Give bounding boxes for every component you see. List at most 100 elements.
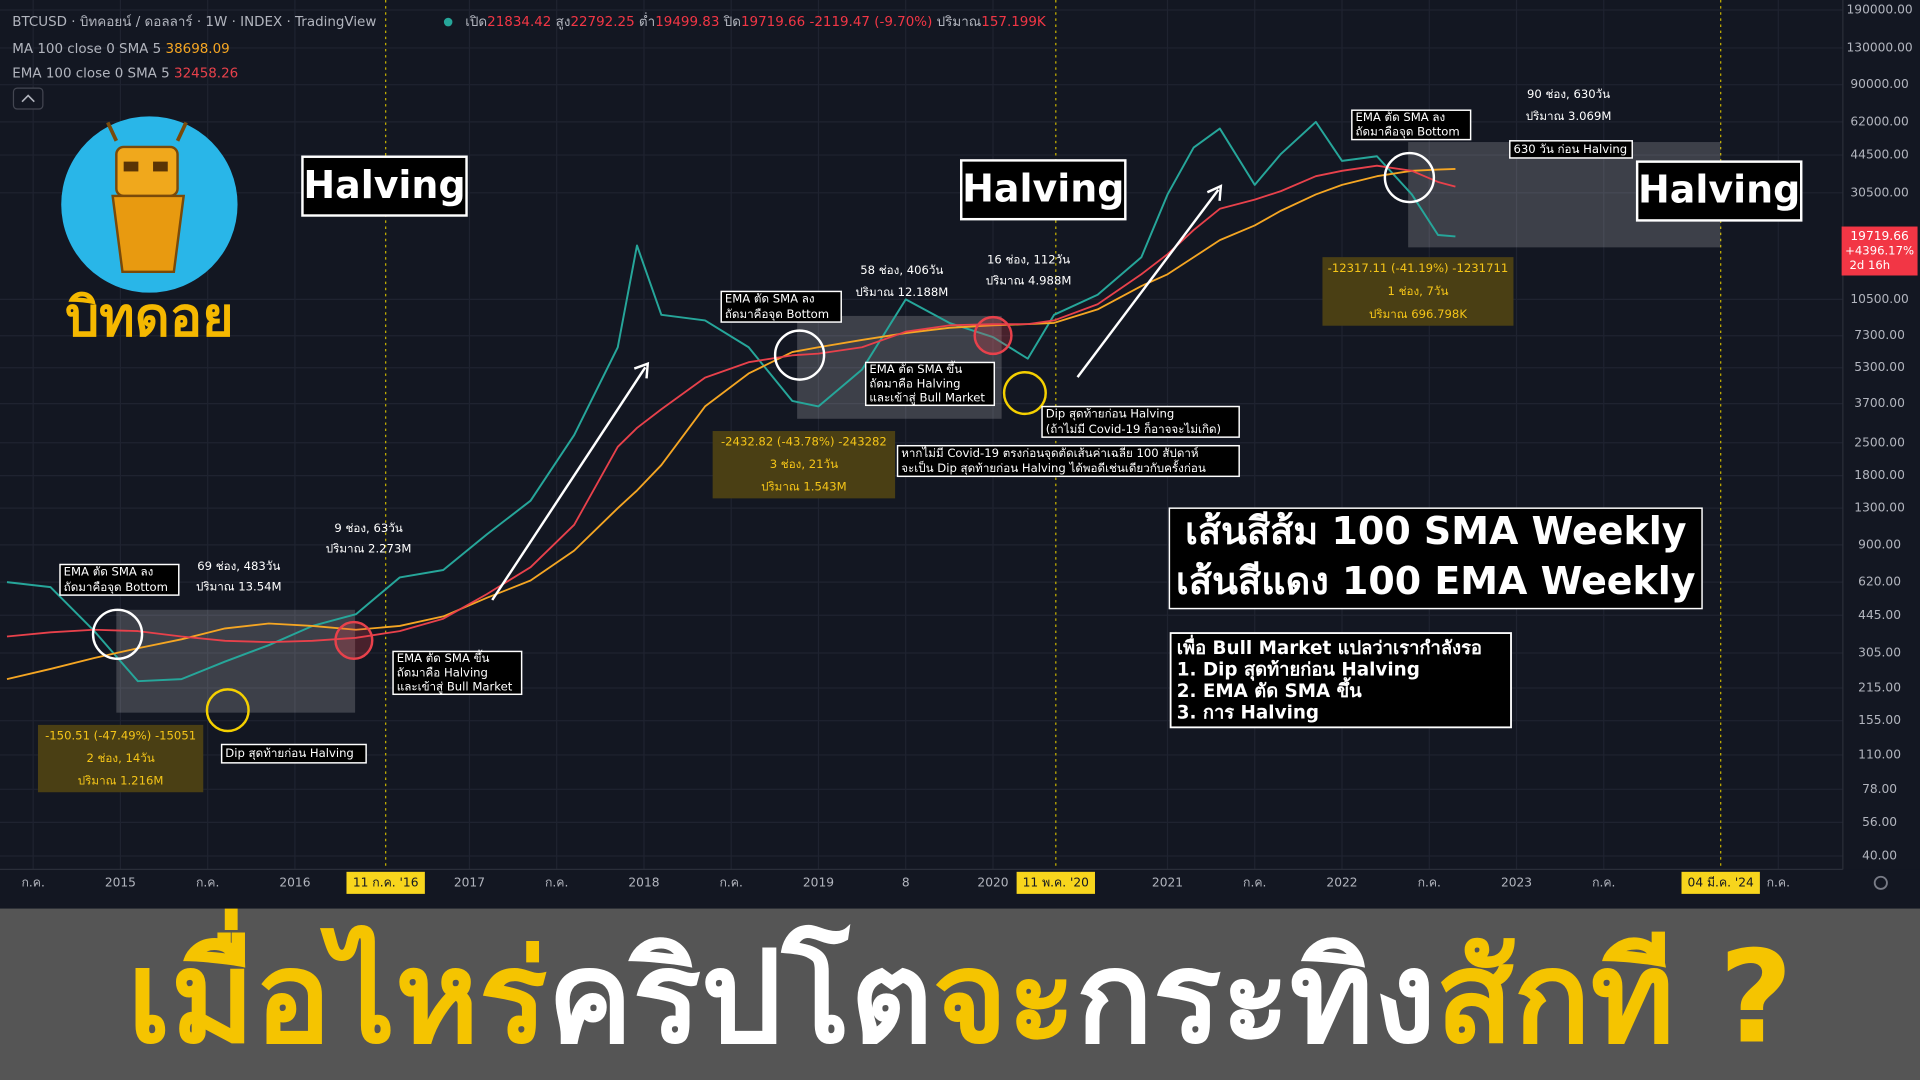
x-tick-label: ก.ค.: [720, 875, 743, 889]
note-box: [392, 650, 523, 696]
marker-label-bg: [1016, 871, 1095, 894]
checklist-item: 2. EMA ตัด SMA ขึ้น: [1177, 677, 1362, 702]
checklist-item: 3. การ Halving: [1177, 702, 1319, 723]
status-dot: [443, 17, 453, 27]
y-tick-label: 445.00: [1858, 608, 1901, 622]
indicator: EMA 100 close 0 SMA 5 32458.26: [12, 66, 238, 81]
y-tick-label: 620.00: [1858, 575, 1901, 589]
halving-box: [301, 155, 468, 217]
banner-part: สักที ?: [1436, 924, 1793, 1072]
note-text: -2432.82 (-43.78%) -243282: [721, 435, 887, 449]
cross-circle: [973, 315, 1013, 356]
note-box: [720, 290, 842, 323]
note-text: 58 ช่อง, 406วัน: [860, 263, 943, 277]
note-text: ปริมาณ 12.188M: [855, 285, 948, 299]
note-text: 9 ช่อง, 63วัน: [334, 521, 402, 535]
note-text: EMA ตัด SMA ลง: [725, 292, 815, 306]
logo-horn: [106, 121, 118, 142]
arrow: [1076, 189, 1220, 378]
note-text: EMA ตัด SMA ขึ้น: [869, 360, 962, 376]
x-tick-label: ก.ค.: [196, 875, 219, 889]
collapse-button[interactable]: [12, 87, 44, 110]
y-tick-label: 110.00: [1858, 747, 1901, 761]
label: ปิด: [723, 15, 741, 30]
settings[interactable]: [1873, 875, 1888, 890]
logo-eye: [123, 161, 139, 172]
banner-title: เมื่อไหร่คริปโตจะกระทิงสักที ?: [127, 908, 1793, 1072]
note-text: Dip สุดท้ายก่อน Halving: [1046, 407, 1175, 421]
note-text: 630 วัน ก่อน Halving: [1513, 142, 1627, 156]
cross-circle: [334, 620, 374, 660]
halving-label: Halving: [962, 167, 1124, 211]
note-text: เส้นสีแดง 100 EMA Weekly: [1176, 559, 1696, 603]
halving-box: [1635, 160, 1803, 222]
note-box: [864, 361, 996, 407]
y-tick-label: 44500.00: [1850, 148, 1908, 162]
y-tick-label: 215.00: [1858, 680, 1901, 694]
note-text: ปริมาณ 1.216M: [78, 774, 164, 788]
y-tick-label: 5300.00: [1854, 360, 1905, 374]
halving-label: Halving: [303, 163, 465, 207]
marker-label-bg: [1681, 871, 1760, 894]
note-text: จะเป็น Dip สุดท้ายก่อน Halving ได้พอดีเช…: [901, 459, 1206, 475]
label: สูง: [556, 15, 571, 30]
cross-circle: [773, 329, 826, 381]
y-tick-label: 155.00: [1858, 713, 1901, 727]
note-text: 16 ช่อง, 112วัน: [987, 253, 1070, 267]
range-shade: [116, 609, 356, 713]
note-text: และเข้าสู่ Bull Market: [397, 680, 513, 695]
price-tag-change: +4396.17%: [1845, 244, 1914, 258]
banner-part: กระทิง: [1076, 924, 1436, 1072]
note-box: [1351, 109, 1472, 141]
logo-eye: [153, 161, 168, 172]
note-text: EMA ตัด SMA ลง: [1356, 110, 1446, 124]
indicator: MA 100 close 0 SMA 5 38698.09: [12, 42, 229, 57]
note-box: [220, 743, 367, 764]
note-text: 2 ช่อง, 14วัน: [86, 751, 154, 765]
arrow: [491, 366, 647, 601]
price-tag-countdown: 2d 16h: [1849, 258, 1890, 272]
checklist-item: เพื่อ Bull Market แปลว่าเรากำลังรอ: [1177, 634, 1482, 659]
value: 32458.26: [174, 66, 238, 81]
note-text: และเข้าสู่ Bull Market: [869, 391, 985, 406]
y-tick-label: 1800.00: [1854, 468, 1905, 482]
legend-label: EMA 100 close 0 SMA 5: [12, 66, 170, 81]
y-tick-label: 30500.00: [1850, 185, 1908, 199]
note-text: -150.51 (-47.49%) -15051: [45, 729, 196, 743]
x-tick-label: 2015: [105, 875, 136, 889]
label: เปิด: [465, 15, 487, 30]
value: 21834.42: [487, 15, 551, 30]
note-text: ปริมาณ 3.069M: [1526, 109, 1612, 123]
note-text: ถัดมาคือจุด Bottom: [1356, 125, 1460, 139]
settings-icon[interactable]: [1873, 875, 1888, 890]
x-tick-label: 2018: [628, 875, 659, 889]
marker-label: 11 พ.ค. '20: [1023, 875, 1089, 889]
y-tick-label: 3700.00: [1854, 396, 1905, 410]
arrow-head: [1206, 184, 1223, 201]
axes: 190000.00 130000.00 90000.00 62000.00 44500.…: [21, 3, 1913, 894]
y-tick-label: 90000.00: [1850, 77, 1908, 91]
x-tick-label: ก.ค.: [1243, 875, 1266, 889]
note-text: ปริมาณ 4.988M: [986, 274, 1072, 288]
x-tick-label: 2016: [279, 875, 310, 889]
x-tick-label: 2021: [1152, 875, 1183, 889]
dip-circle: [205, 688, 250, 733]
plot: [6, 120, 1456, 683]
note-text: Dip สุดท้ายก่อน Halving: [225, 746, 354, 760]
y-tick-label: 10500.00: [1850, 292, 1908, 306]
y-tick-label: 56.00: [1862, 815, 1897, 829]
banner: [0, 908, 1920, 1080]
x-tick-label: ก.ค.: [21, 875, 44, 889]
checklist-item: 1. Dip สุดท้ายก่อน Halving: [1177, 659, 1420, 681]
y-tick-label: 190000.00: [1847, 3, 1913, 17]
note-text: ปริมาณ 13.54M: [196, 580, 282, 594]
time-axis: [0, 869, 1920, 900]
y-tick-label: 305.00: [1858, 646, 1901, 660]
symbol: BTCUSD · บิทคอยน์ / ดอลลาร์ · 1W · INDEX…: [12, 14, 376, 30]
value: 157.199K: [981, 15, 1047, 30]
x-tick-label: ก.ค.: [1767, 875, 1790, 889]
note-text: หากไม่มี Covid-19 ตรงก่อนจุดตัดเส้นค่าเฉ…: [901, 445, 1198, 460]
marks: [91, 151, 1436, 733]
y-tick-label: 130000.00: [1847, 40, 1913, 54]
